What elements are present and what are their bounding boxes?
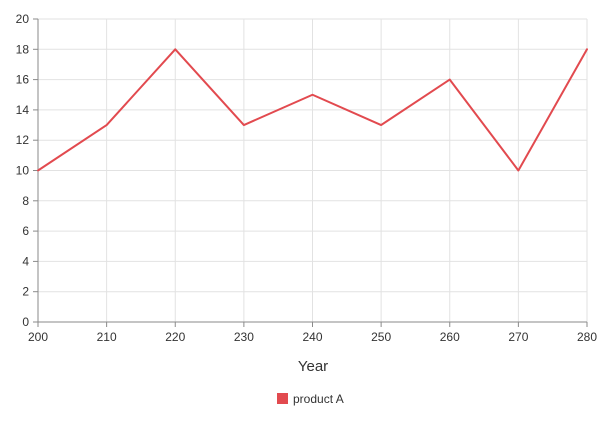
y-tick-label-12: 12	[16, 133, 30, 147]
legend-label-product-a[interactable]: product A	[293, 392, 344, 406]
y-tick-label-14: 14	[16, 103, 30, 117]
x-tick-label-250: 250	[371, 330, 391, 344]
x-tick-label-220: 220	[165, 330, 185, 344]
y-tick-label-6: 6	[22, 224, 29, 238]
y-tick-label-10: 10	[16, 164, 30, 178]
x-axis-title: Year	[298, 358, 328, 375]
x-tick-label-240: 240	[302, 330, 322, 344]
x-tick-label-280: 280	[577, 330, 597, 344]
grid	[38, 19, 587, 322]
x-tick-label-200: 200	[28, 330, 48, 344]
y-tick-label-4: 4	[22, 254, 29, 268]
x-tick-label-230: 230	[234, 330, 254, 344]
y-tick-label-0: 0	[22, 315, 29, 329]
y-tick-label-20: 20	[16, 12, 30, 26]
x-tick-label-270: 270	[508, 330, 528, 344]
x-tick-label-210: 210	[97, 330, 117, 344]
y-tick-label-16: 16	[16, 73, 30, 87]
legend-swatch-product-a[interactable]	[277, 393, 288, 404]
y-tick-label-8: 8	[22, 194, 29, 208]
y-tick-label-18: 18	[16, 42, 30, 56]
axes: 0 2 4 6 8 10 12 14 16 18 20 200 210 220 230 240 250 260 27…	[16, 12, 598, 344]
legend[interactable]: product A	[277, 392, 344, 406]
x-tick-label-260: 260	[440, 330, 460, 344]
y-tick-label-2: 2	[22, 285, 29, 299]
